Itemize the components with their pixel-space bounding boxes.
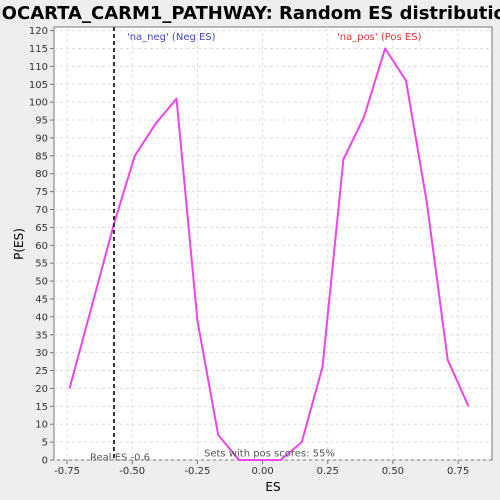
y-tick-label: 70 [35,205,48,216]
grid-lines [54,27,492,461]
y-tick-label: 55 [35,259,48,270]
y-axis: 0 5 10 15 20 25 30 35 40 45 50 55 60 65 70 75 80 85 90 95 10… [29,26,54,467]
x-tick-label: 0.75 [447,466,469,477]
y-tick-label: 0 [42,456,48,467]
y-tick-label: 30 [35,348,48,359]
x-tick-label: -0.75 [54,466,80,477]
y-tick-label: 90 [35,133,48,144]
es-density-line [68,47,470,461]
x-tick-label: -0.50 [119,466,145,477]
y-tick-label: 45 [35,294,48,305]
x-axis: -0.75 -0.50 -0.25 0.00 0.25 0.50 0.75 [54,460,469,477]
x-tick-label: 0.50 [382,466,404,477]
y-tick-label: 85 [35,151,48,162]
pos-scores-label: Sets with pos scores: 55% [204,449,335,460]
x-axis-label: ES [265,480,280,494]
y-tick-label: 40 [35,312,48,323]
y-tick-label: 120 [29,26,48,37]
series-group [68,47,470,461]
y-tick-label: 20 [35,384,48,395]
pos-es-label: 'na_pos' (Pos ES) [337,32,422,43]
x-tick-label: 0.25 [317,466,339,477]
y-tick-label: 65 [35,223,48,234]
x-tick-label: -0.25 [184,466,210,477]
y-tick-label: 50 [35,277,48,288]
real-es-label: Real ES -0.6 [90,453,150,464]
y-tick-label: 115 [29,44,48,55]
y-tick-label: 80 [35,169,48,180]
y-tick-label: 95 [35,116,48,127]
y-tick-label: 25 [35,366,48,377]
y-tick-label: 35 [35,330,48,341]
y-tick-label: 100 [29,98,48,109]
y-tick-label: 105 [29,80,48,91]
y-tick-label: 110 [29,62,48,73]
x-tick-label: 0.00 [251,466,273,477]
y-tick-label: 10 [35,420,48,431]
neg-es-label: 'na_neg' (Neg ES) [127,32,216,43]
y-axis-label: P(ES) [12,228,26,260]
y-tick-label: 5 [42,438,48,449]
plot-area [53,26,493,461]
y-tick-label: 15 [35,402,48,413]
chart-title: BIOCARTA_CARM1_PATHWAY: Random ES distri… [0,3,500,24]
y-tick-label: 60 [35,241,48,252]
y-tick-label: 75 [35,187,48,198]
